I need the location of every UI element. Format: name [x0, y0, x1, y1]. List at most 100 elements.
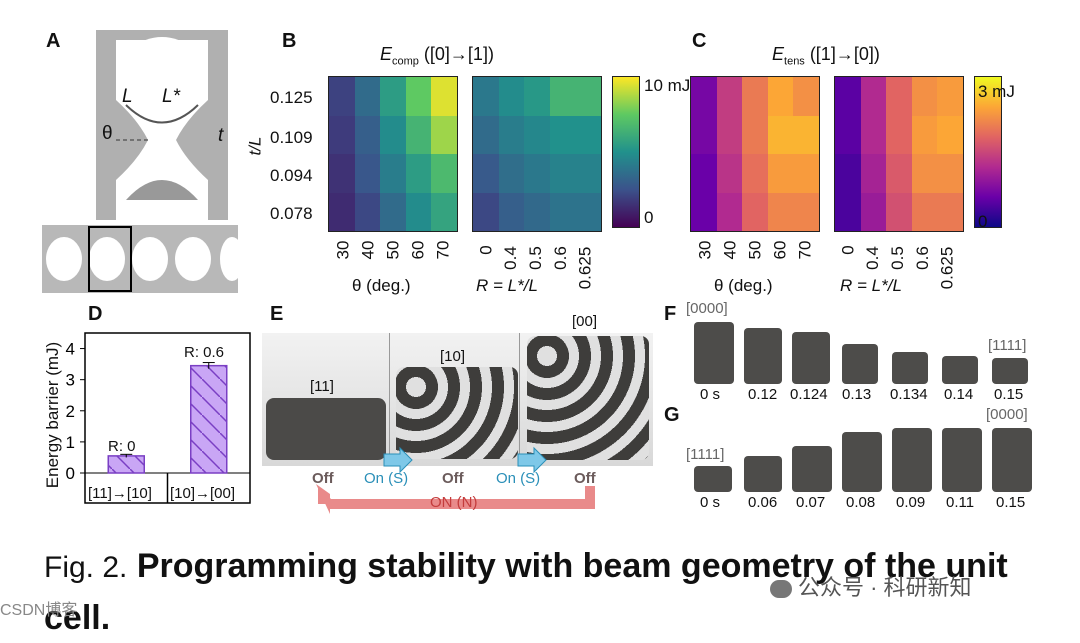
heatmap-cell — [524, 192, 550, 231]
heatmap-cell — [937, 77, 963, 116]
heatmap-cell — [405, 192, 432, 231]
heatmap-cell — [473, 192, 499, 231]
heatmap-cell — [886, 192, 912, 231]
heatmap-cell — [575, 192, 601, 231]
time-label: 0.134 — [890, 386, 928, 403]
sample — [892, 352, 928, 384]
xtick: 40 — [358, 240, 378, 260]
heatmap-cell — [691, 192, 717, 231]
xtick: 0.5 — [525, 246, 545, 270]
heatmap-cell — [742, 154, 768, 193]
heatmap-cell — [329, 77, 355, 116]
heatmap-cell — [716, 77, 743, 116]
c-xlabel-theta: θ (deg.) — [714, 276, 773, 295]
xtick: 0.625 — [575, 246, 595, 290]
watermark: 公众号 · 科研新知 — [770, 570, 972, 602]
arrows-e — [316, 446, 595, 514]
heatmap-cell — [742, 77, 768, 116]
heatmap-cell — [354, 77, 381, 116]
panel-f-label: F — [664, 303, 677, 325]
cylinder-10 — [396, 367, 518, 459]
panel-e-label: E — [270, 303, 284, 325]
title-rest: ([0]→[1]) — [418, 44, 494, 64]
heatmap-cell — [524, 154, 550, 193]
time-label: 0.13 — [842, 386, 872, 403]
xtick: 0.6 — [912, 246, 932, 270]
heatmap-cell — [691, 115, 717, 154]
panel-b-ylabel: t/L — [245, 136, 265, 156]
heatmap-cell — [767, 192, 794, 231]
heatmap-cell — [498, 77, 525, 116]
heatmap-cell — [329, 154, 355, 193]
xtick: 70 — [795, 240, 815, 260]
heatmap-cell — [354, 154, 381, 193]
heatmap-cell — [329, 115, 355, 154]
heatmap-cell — [575, 115, 601, 154]
xtick: 0 — [476, 245, 496, 255]
heatmap-cell — [886, 77, 912, 116]
heatmap-cell — [716, 154, 743, 193]
y-tick-label: 4 — [66, 340, 75, 359]
sample — [842, 344, 878, 384]
xtick: 0.5 — [887, 246, 907, 270]
heatmap-c-R — [834, 76, 964, 232]
sample — [892, 428, 932, 492]
on-n: ON (N) — [430, 494, 478, 511]
xtick: 0 — [838, 245, 858, 255]
figure-caption: Fig. 2. Programming stability with beam … — [44, 541, 1044, 643]
time-label: 0.09 — [896, 494, 926, 511]
y-tick-label: 0 — [66, 464, 75, 483]
caption-text: Programming stability with beam geometry… — [44, 547, 1008, 637]
title-rest: ([1]→[0]) — [804, 44, 880, 64]
colorbar-c — [974, 76, 1002, 228]
time-label: 0.124 — [790, 386, 828, 403]
panel-b-label: B — [282, 30, 297, 52]
heatmap-cell — [575, 77, 601, 116]
sample — [942, 356, 978, 384]
wechat-icon — [770, 580, 792, 599]
sample — [694, 322, 734, 384]
bar — [190, 364, 228, 474]
sample — [792, 446, 832, 492]
heatmap-cell — [793, 77, 819, 116]
heatmap-cell — [431, 154, 457, 193]
heatmap-cell — [716, 115, 743, 154]
heatmap-cell — [911, 192, 938, 231]
panel-c-label: C — [692, 30, 707, 52]
xtick: 50 — [383, 240, 403, 260]
heatmap-cell — [793, 154, 819, 193]
time-label: 0.15 — [994, 386, 1024, 403]
xtick: 40 — [720, 240, 740, 260]
heatmap-cell — [767, 77, 794, 116]
heatmap-c-theta — [690, 76, 820, 232]
heatmap-cell — [742, 192, 768, 231]
heatmap-cell — [886, 154, 912, 193]
lattice-strip — [42, 225, 238, 293]
sample — [792, 332, 830, 384]
heatmap-cell — [767, 154, 794, 193]
photo-divider — [389, 333, 390, 466]
heatmap-cell — [524, 115, 550, 154]
sample — [694, 466, 732, 492]
state-10: [10] — [440, 348, 466, 365]
heatmap-cell — [549, 115, 576, 154]
heatmap-cell — [473, 115, 499, 154]
heatmap-cell — [431, 77, 457, 116]
label-theta: θ — [102, 123, 113, 144]
heatmap-cell — [835, 154, 861, 193]
panel-c-title: Etens ([1]→[0]) — [772, 44, 880, 68]
d-cat2: [10]→[00] — [170, 485, 236, 502]
y-tick-label: 3 — [66, 371, 75, 390]
panel-d-label: D — [88, 303, 103, 325]
xtick: 0.6 — [550, 246, 570, 270]
time-label: 0.08 — [846, 494, 876, 511]
heatmap-cell — [860, 77, 887, 116]
heatmap-cell — [911, 115, 938, 154]
heatmap-cell — [767, 115, 794, 154]
time-label: 0.11 — [946, 494, 975, 511]
xtick: 0.625 — [937, 246, 957, 290]
heatmap-cell — [405, 115, 432, 154]
xtick: 60 — [408, 240, 428, 260]
heatmap-cell — [860, 115, 887, 154]
panel-b-title: Ecomp ([0]→[1]) — [380, 44, 494, 68]
